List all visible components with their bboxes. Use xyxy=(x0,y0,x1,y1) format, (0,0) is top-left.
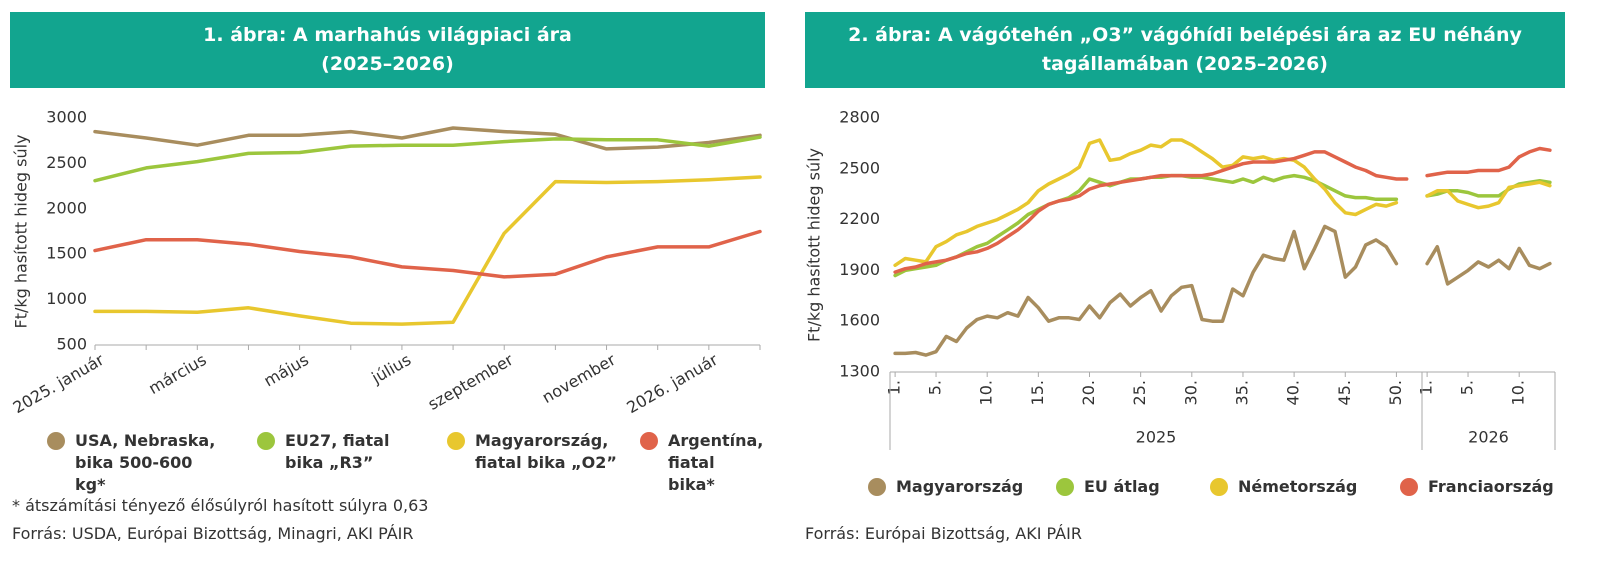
legend-marker xyxy=(47,432,65,450)
chart-title: 1. ábra: A marhahús világpiaci ára (2025… xyxy=(203,24,572,75)
y-tick-label: 2500 xyxy=(839,158,880,177)
y-tick-label: 2500 xyxy=(46,153,87,172)
legend-label: EU27, fiatal bika „R3” xyxy=(285,431,390,472)
y-axis-label: Ft/kg hasított hideg súly xyxy=(12,134,31,328)
chart-title: 2. ábra: A vágótehén „O3” vágóhídi belép… xyxy=(848,24,1522,75)
legend-marker xyxy=(447,432,465,450)
y-tick-label: 2000 xyxy=(46,198,87,217)
x-tick-label: 45. xyxy=(1335,380,1354,405)
legend-item: Németország xyxy=(1210,476,1370,498)
y-tick-label: 1600 xyxy=(839,311,880,330)
legend-item: USA, Nebraska, bika 500-600 kg* xyxy=(47,430,222,496)
x-tick-label: március xyxy=(145,350,209,398)
x-tick-label: 40. xyxy=(1284,380,1303,405)
y-tick-label: 1300 xyxy=(839,362,880,381)
legend-label: USA, Nebraska, bika 500-600 kg* xyxy=(75,431,216,494)
x-tick-label: 1. xyxy=(885,380,904,395)
y-tick-label: 2200 xyxy=(839,209,880,228)
x-tick-label: 50. xyxy=(1386,380,1405,405)
x-tick-label: 5. xyxy=(1458,380,1477,395)
legend-label: Németország xyxy=(1238,477,1358,496)
legend-marker xyxy=(868,478,886,496)
series-line xyxy=(893,146,1552,274)
x-tick-label: 2026. január xyxy=(623,350,721,418)
group-label: 2025 xyxy=(1136,428,1177,447)
x-tick-label: 15. xyxy=(1028,380,1047,405)
x-tick-label: 35. xyxy=(1232,380,1251,405)
y-tick-label: 3000 xyxy=(46,108,87,127)
legend-item: Magyarország, fiatal bika „O2” xyxy=(447,430,617,474)
series-line xyxy=(93,175,762,326)
footnote: * átszámítási tényező élősúlyról hasítot… xyxy=(12,496,429,515)
x-tick-label: 5. xyxy=(926,380,945,395)
chart-header: 1. ábra: A marhahús világpiaci ára (2025… xyxy=(10,12,765,88)
x-tick-label: 10. xyxy=(1509,380,1528,405)
y-tick-label: 500 xyxy=(56,335,87,354)
legend-item: EU27, fiatal bika „R3” xyxy=(257,430,407,474)
legend-marker xyxy=(1210,478,1228,496)
legend-item: Argentína, fiatal bika* xyxy=(640,430,764,496)
x-tick-label: 30. xyxy=(1181,380,1200,405)
legend-item: Magyarország xyxy=(868,476,1038,498)
x-tick-label: 2025. január xyxy=(10,350,108,418)
legend-label: Magyarország xyxy=(896,477,1024,496)
y-tick-label: 2800 xyxy=(839,108,880,127)
x-tick-label: 10. xyxy=(977,380,996,405)
series-line xyxy=(93,135,762,183)
legend-marker xyxy=(1056,478,1074,496)
x-tick-label: május xyxy=(261,350,312,391)
legend-label: Magyarország, fiatal bika „O2” xyxy=(475,431,617,472)
group-label: 2026 xyxy=(1468,428,1509,447)
series-line xyxy=(93,126,762,151)
x-tick-label: szeptember xyxy=(425,350,517,414)
legend-marker xyxy=(257,432,275,450)
legend-item: Franciaország xyxy=(1400,476,1570,498)
x-tick-label: július xyxy=(367,350,414,388)
legend-label: Argentína, fiatal bika* xyxy=(668,431,764,494)
legend-marker xyxy=(640,432,658,450)
chart-header: 2. ábra: A vágótehén „O3” vágóhídi belép… xyxy=(805,12,1565,88)
series-line xyxy=(93,229,762,279)
series-line xyxy=(893,138,1552,268)
legend-item: EU átlag xyxy=(1056,476,1196,498)
source: Forrás: Európai Bizottság, AKI PÁIR xyxy=(805,524,1082,543)
legend-label: EU átlag xyxy=(1084,477,1160,496)
x-tick-label: november xyxy=(539,350,619,407)
series-line xyxy=(893,224,1552,357)
legend-label: Franciaország xyxy=(1428,477,1554,496)
y-tick-label: 1900 xyxy=(839,260,880,279)
source: Forrás: USDA, Európai Bizottság, Minagri… xyxy=(12,524,414,543)
x-tick-label: 25. xyxy=(1130,380,1149,405)
series-line xyxy=(893,173,1552,278)
x-tick-label: 20. xyxy=(1079,380,1098,405)
legend-marker xyxy=(1400,478,1418,496)
x-tick-label: 1. xyxy=(1417,380,1436,395)
y-tick-label: 1000 xyxy=(46,289,87,308)
y-tick-label: 1500 xyxy=(46,244,87,263)
y-axis-label: Ft/kg hasított hideg súly xyxy=(805,148,824,342)
